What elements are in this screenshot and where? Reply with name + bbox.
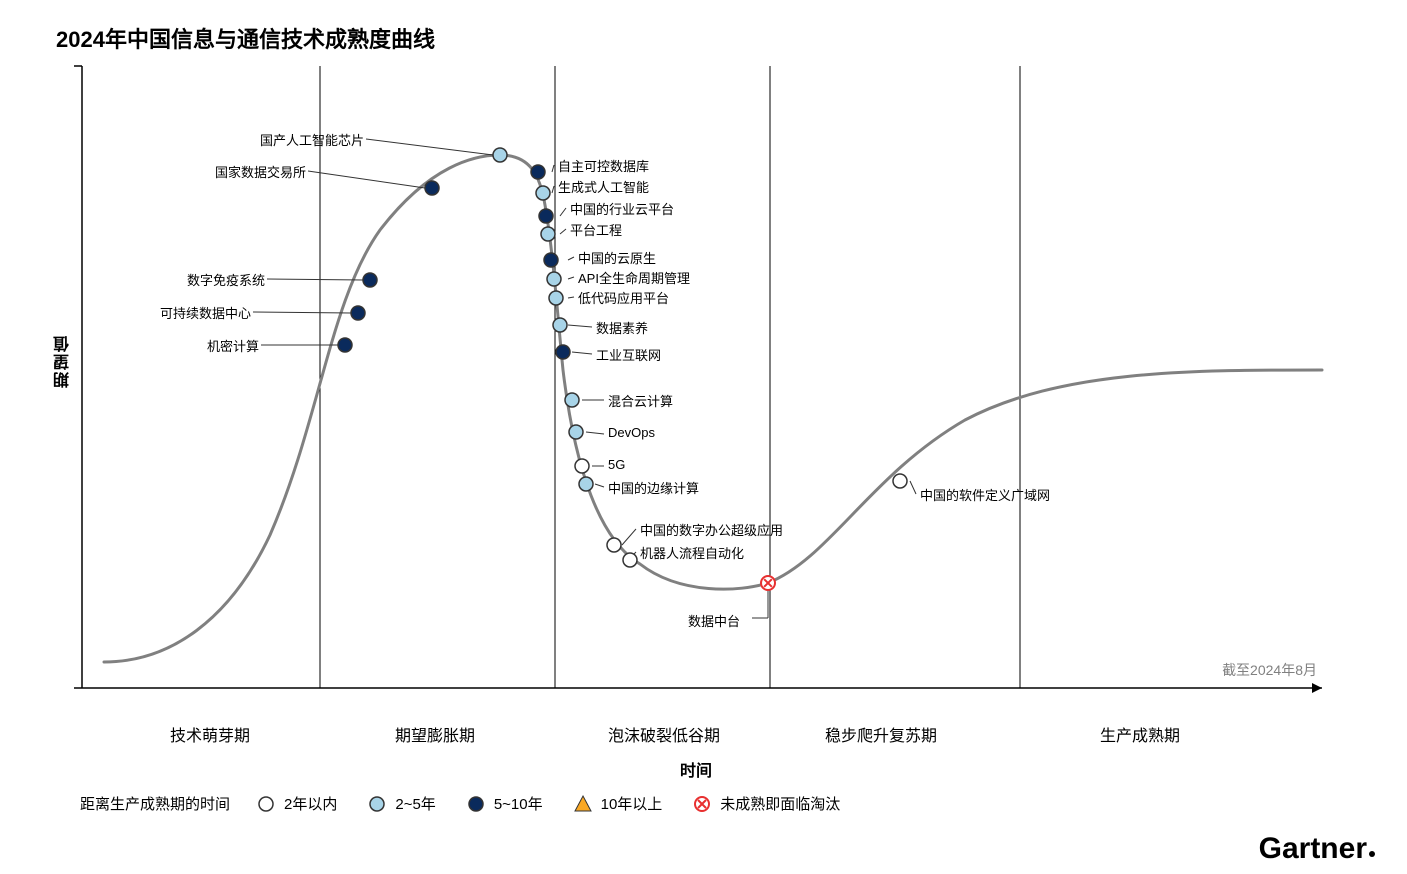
tech-label: 生成式人工智能 <box>558 177 649 196</box>
phase-label: 泡沫破裂低谷期 <box>608 722 720 746</box>
tech-label: 中国的边缘计算 <box>608 478 699 497</box>
tech-label: 中国的行业云平台 <box>570 199 674 218</box>
phase-label: 稳步爬升复苏期 <box>825 722 937 746</box>
tech-label: 工业互联网 <box>596 345 661 364</box>
tech-label: 数据素养 <box>596 318 648 337</box>
tech-label: API全生命周期管理 <box>578 268 690 287</box>
tech-label: 国产人工智能芯片 <box>260 130 364 149</box>
y-axis-label: 期望值 <box>52 334 76 388</box>
tech-label: 可持续数据中心 <box>160 303 251 322</box>
legend-swatch-icon <box>256 794 276 814</box>
tech-label: 混合云计算 <box>608 391 673 410</box>
legend-swatch-icon <box>692 794 712 814</box>
chart-footnote: 截至2024年8月 <box>1222 660 1317 680</box>
x-axis-label: 时间 <box>680 757 712 781</box>
tech-label: 自主可控数据库 <box>558 156 649 175</box>
tech-label: 机器人流程自动化 <box>640 543 744 562</box>
legend-label: 未成熟即面临淘汰 <box>720 793 840 814</box>
phase-label: 技术萌芽期 <box>170 722 250 746</box>
tech-label: 5G <box>608 457 625 472</box>
legend-swatch-icon <box>573 794 593 814</box>
tech-label: 中国的数字办公超级应用 <box>640 520 783 539</box>
tech-label: 数字免疫系统 <box>187 270 265 289</box>
tech-label: DevOps <box>608 425 655 440</box>
tech-label: 低代码应用平台 <box>578 288 669 307</box>
tech-label: 国家数据交易所 <box>215 162 306 181</box>
legend-label: 2~5年 <box>395 793 435 814</box>
legend-item: 10年以上 <box>573 793 663 814</box>
legend-item: 2年以内 <box>256 793 337 814</box>
legend-label: 5~10年 <box>494 793 543 814</box>
legend-item: 5~10年 <box>466 793 543 814</box>
legend-item: 未成熟即面临淘汰 <box>692 793 840 814</box>
phase-label: 期望膨胀期 <box>395 722 475 746</box>
legend-swatch-icon <box>367 794 387 814</box>
legend-swatch-icon <box>466 794 486 814</box>
brand-logo: Gartner <box>1259 832 1375 866</box>
tech-label: 数据中台 <box>688 611 740 630</box>
legend-title: 距离生产成熟期的时间 <box>80 793 230 814</box>
chart-plot <box>0 0 1407 765</box>
tech-label: 平台工程 <box>570 220 622 239</box>
phase-label: 生产成熟期 <box>1100 722 1180 746</box>
legend: 距离生产成熟期的时间 2年以内 2~5年 5~10年 10年以上 未成熟即面临淘汰 <box>80 793 840 814</box>
tech-label: 机密计算 <box>207 336 259 355</box>
legend-label: 2年以内 <box>284 793 337 814</box>
tech-label: 中国的云原生 <box>578 248 656 267</box>
legend-item: 2~5年 <box>367 793 435 814</box>
legend-label: 10年以上 <box>601 793 663 814</box>
tech-label: 中国的软件定义广域网 <box>920 485 1050 504</box>
page-root: 2024年中国信息与通信技术成熟度曲线 期望值 时间 技术萌芽期期望膨胀期泡沫破… <box>0 0 1407 874</box>
